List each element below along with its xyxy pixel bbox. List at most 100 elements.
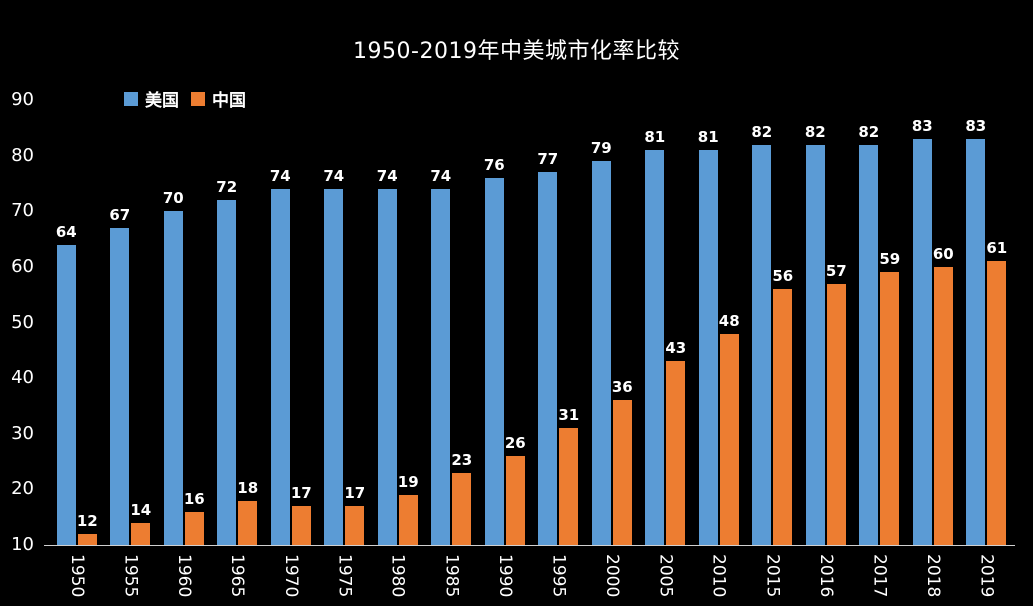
x-axis-label-2016: 2016: [815, 554, 836, 598]
y-axis-tick-label: 40: [11, 367, 34, 389]
us-bar-2010: 81: [698, 128, 719, 545]
china-value-label-1960: 16: [183, 489, 205, 508]
x-axis-label-2017: 2017: [869, 554, 890, 598]
y-axis-tick-label: 90: [11, 89, 34, 111]
us-bar-1960: 70: [163, 189, 184, 545]
legend-swatch-china: [191, 91, 205, 106]
category-group-2000: 79 36 2000: [585, 100, 639, 597]
us-bar-2015: 82: [751, 123, 772, 545]
china-value-label-2000: 36: [611, 378, 633, 397]
category-group-2018: 83 60 2018: [906, 100, 960, 597]
us-value-label-2015: 82: [751, 122, 773, 141]
category-group-1970: 74 17 1970: [264, 100, 318, 597]
china-value-label-1980: 19: [397, 472, 419, 491]
legend-swatch-us: [124, 91, 138, 106]
china-value-label-1955: 14: [130, 500, 152, 519]
us-value-label-2017: 82: [858, 122, 880, 141]
china-bar-1965: 18: [237, 479, 258, 545]
china-value-label-1985: 23: [451, 450, 473, 469]
y-axis-tick-label: 60: [11, 255, 34, 277]
category-group-2019: 83 61 2019: [960, 100, 1014, 597]
legend-item-us: 美国: [124, 86, 179, 111]
us-bar-1980: 74: [377, 167, 398, 545]
legend: 美国 中国: [124, 86, 246, 111]
y-axis-tick-label: 20: [11, 478, 34, 500]
x-axis-label-1970: 1970: [280, 554, 301, 598]
china-bar-1950: 12: [77, 512, 98, 545]
china-bar-1980: 19: [398, 473, 419, 545]
category-group-1980: 74 19 1980: [371, 100, 425, 597]
us-bar-2016: 82: [805, 123, 826, 545]
us-value-label-1970: 74: [269, 167, 291, 185]
category-group-2005: 81 43 2005: [639, 100, 693, 597]
category-group-1965: 72 18 1965: [210, 100, 264, 597]
us-bar-1955: 67: [109, 206, 130, 545]
china-bar-2017: 59: [879, 250, 900, 545]
china-value-label-1965: 18: [237, 478, 259, 497]
x-axis-label-2000: 2000: [601, 554, 622, 598]
legend-label-china: 中国: [212, 91, 246, 111]
us-bar-2019: 83: [965, 117, 986, 545]
x-axis-label-2010: 2010: [708, 554, 729, 598]
us-bar-2005: 81: [644, 128, 665, 545]
china-value-label-2017: 59: [879, 250, 901, 269]
x-axis-label-1955: 1955: [120, 554, 141, 598]
us-bar-2018: 83: [912, 117, 933, 545]
plot-area: 64 12 1950 67 14 1955 70 16 1960 72 18 1965 74 17 1970…: [44, 100, 1015, 598]
china-value-label-1950: 12: [76, 511, 98, 530]
china-bar-1955: 14: [130, 501, 151, 545]
us-value-label-2019: 83: [965, 116, 987, 135]
china-value-label-2015: 56: [772, 267, 794, 286]
us-value-label-1995: 77: [537, 150, 559, 169]
category-group-2016: 82 57 2016: [799, 100, 853, 598]
china-value-label-1970: 17: [290, 484, 312, 503]
y-axis-tick-label: 30: [11, 422, 34, 444]
us-bar-1970: 74: [270, 167, 291, 545]
china-value-label-1975: 17: [344, 484, 366, 503]
us-bar-1985: 74: [430, 167, 451, 545]
x-axis-label-2005: 2005: [655, 554, 676, 598]
x-axis-label-1985: 1985: [441, 554, 462, 598]
us-value-label-2018: 83: [911, 116, 933, 135]
china-value-label-1995: 31: [558, 406, 580, 425]
china-bar-2018: 60: [933, 245, 954, 545]
china-bar-1985: 23: [451, 451, 472, 545]
us-value-label-1990: 76: [483, 155, 505, 174]
us-value-label-1960: 70: [162, 189, 184, 208]
us-value-label-1980: 74: [376, 167, 398, 185]
china-value-label-2010: 48: [718, 311, 740, 330]
china-bar-2016: 57: [826, 262, 847, 545]
category-group-1950: 64 12 1950: [50, 100, 104, 598]
us-bar-1995: 77: [537, 150, 558, 545]
x-axis-label-2018: 2018: [922, 554, 943, 598]
us-bar-1990: 76: [484, 156, 505, 545]
china-value-label-2005: 43: [665, 339, 687, 358]
category-group-1960: 70 16 1960: [157, 100, 211, 597]
us-value-label-1965: 72: [216, 178, 238, 197]
x-axis-label-1960: 1960: [173, 554, 194, 598]
us-bar-1965: 72: [216, 178, 237, 545]
china-bar-2005: 43: [665, 339, 686, 545]
us-value-label-1950: 64: [55, 222, 77, 241]
legend-label-us: 美国: [145, 91, 179, 111]
legend-item-china: 中国: [191, 86, 246, 111]
china-bar-2000: 36: [612, 378, 633, 545]
y-axis-tick-label: 70: [11, 200, 34, 222]
china-bar-1990: 26: [505, 434, 526, 545]
us-value-label-2005: 81: [644, 128, 666, 147]
us-bar-2017: 82: [858, 123, 879, 545]
x-axis-label-1950: 1950: [66, 554, 87, 598]
x-axis-label-1975: 1975: [334, 554, 355, 598]
category-group-2010: 81 48 2010: [692, 100, 746, 597]
x-axis-label-2019: 2019: [976, 554, 997, 598]
us-value-label-1975: 74: [323, 167, 345, 185]
china-bar-1975: 17: [344, 484, 365, 545]
china-value-label-2018: 60: [932, 244, 954, 263]
y-axis: 90 80 70 60 50 40 30 20 10: [0, 89, 40, 555]
china-bar-2010: 48: [719, 312, 740, 545]
china-value-label-2019: 61: [986, 239, 1008, 258]
china-bar-1970: 17: [291, 484, 312, 545]
y-axis-tick-label: 10: [11, 534, 34, 556]
us-value-label-1985: 74: [430, 167, 452, 185]
china-bar-2019: 61: [986, 239, 1007, 545]
